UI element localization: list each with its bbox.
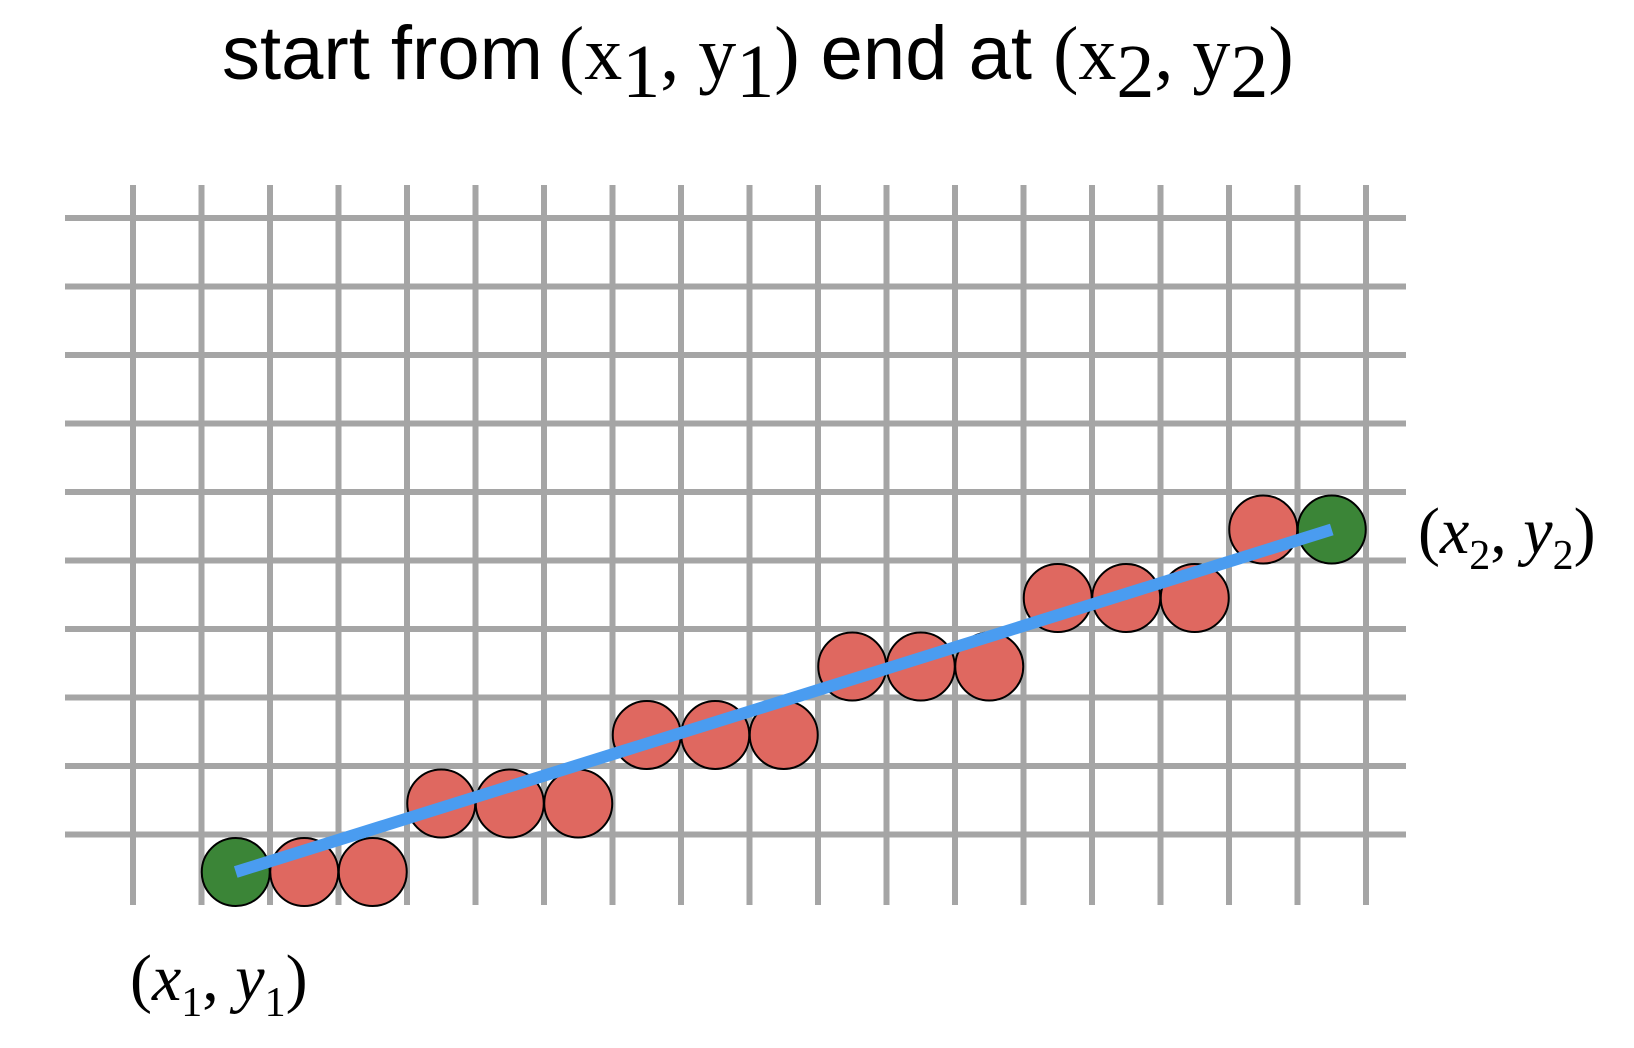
title-p1-open: ( bbox=[559, 12, 584, 96]
end-label-open: ( bbox=[1418, 495, 1440, 568]
title-p1-close: ) bbox=[774, 12, 799, 96]
end-label-x: x bbox=[1439, 495, 1469, 568]
start-label-open: ( bbox=[130, 942, 152, 1015]
title-p2-x: x bbox=[1078, 12, 1116, 96]
start-label-x: x bbox=[151, 942, 181, 1015]
title-p2-close: ) bbox=[1268, 12, 1293, 96]
ideal-line bbox=[233, 523, 1334, 878]
title-p1-comma: , bbox=[660, 12, 698, 96]
title-start-from: start from bbox=[222, 11, 543, 96]
start-label-comma: , bbox=[202, 942, 235, 1015]
title-p1-x: x bbox=[584, 12, 622, 96]
pixel-grid bbox=[65, 185, 1406, 905]
end-label-y-sub: 2 bbox=[1553, 533, 1574, 579]
title-p2-y: y bbox=[1192, 12, 1230, 96]
title-p2-open: ( bbox=[1053, 12, 1078, 96]
start-label-x-sub: 1 bbox=[181, 980, 202, 1026]
ideal-line-segment bbox=[233, 523, 1334, 878]
rasterized-pixel bbox=[543, 768, 614, 839]
end-label-close: ) bbox=[1574, 495, 1596, 568]
end-label-x-sub: 2 bbox=[1469, 533, 1490, 579]
title-p2-y-sub: 2 bbox=[1230, 30, 1268, 114]
end-label-comma: , bbox=[1490, 495, 1523, 568]
end-point-label: (x2, y2) bbox=[1418, 495, 1596, 579]
diagram-title: start from (x1, y1) end at (x2, y2) bbox=[222, 11, 1294, 114]
title-end-at: end at bbox=[800, 11, 1054, 96]
start-label-y: y bbox=[229, 942, 265, 1015]
title-p1-y-sub: 1 bbox=[736, 30, 774, 114]
title-p1-y: y bbox=[698, 12, 736, 96]
title-p1-x-sub: 1 bbox=[622, 30, 660, 114]
start-label-y-sub: 1 bbox=[265, 980, 286, 1026]
end-label-y: y bbox=[1517, 495, 1553, 568]
title-p2-comma: , bbox=[1154, 12, 1192, 96]
start-label-close: ) bbox=[286, 942, 308, 1015]
rasterized-pixel bbox=[337, 837, 408, 907]
title-p2-x-sub: 2 bbox=[1116, 30, 1154, 114]
start-point-label: (x1, y1) bbox=[130, 942, 308, 1026]
